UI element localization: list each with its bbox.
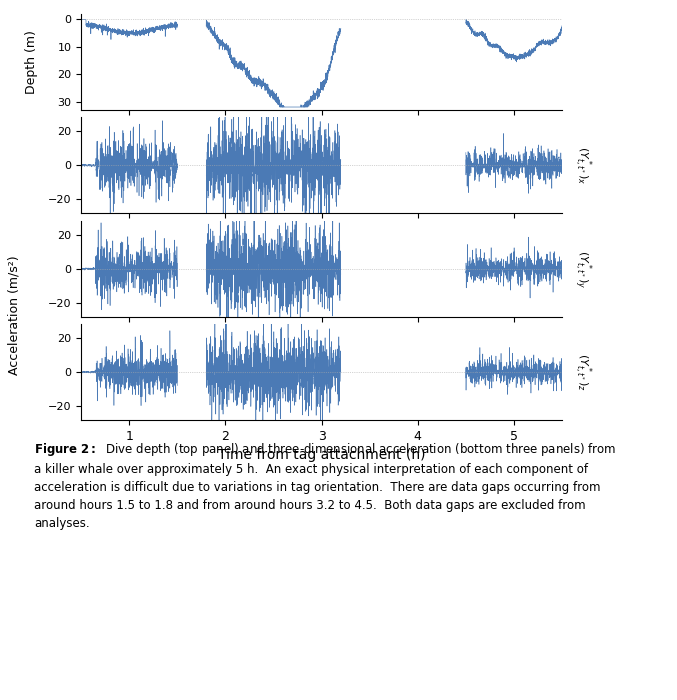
Text: Acceleration (m/s²): Acceleration (m/s²) bbox=[7, 256, 20, 374]
Text: $\bf{Figure\ 2:}$  Dive depth (top panel) and three-dimensional acceleration (bo: $\bf{Figure\ 2:}$ Dive depth (top panel)… bbox=[34, 441, 616, 530]
Y-axis label: Depth (m): Depth (m) bbox=[25, 30, 38, 94]
Text: $(Y_{t,t^*}^*)_y$: $(Y_{t,t^*}^*)_y$ bbox=[571, 250, 594, 288]
Text: $(Y_{t,t^*}^*)_x$: $(Y_{t,t^*}^*)_x$ bbox=[571, 146, 594, 184]
Text: $(Y_{t,t^*}^*)_z$: $(Y_{t,t^*}^*)_z$ bbox=[571, 354, 594, 391]
X-axis label: Time from tag attachment (h): Time from tag attachment (h) bbox=[218, 448, 425, 462]
